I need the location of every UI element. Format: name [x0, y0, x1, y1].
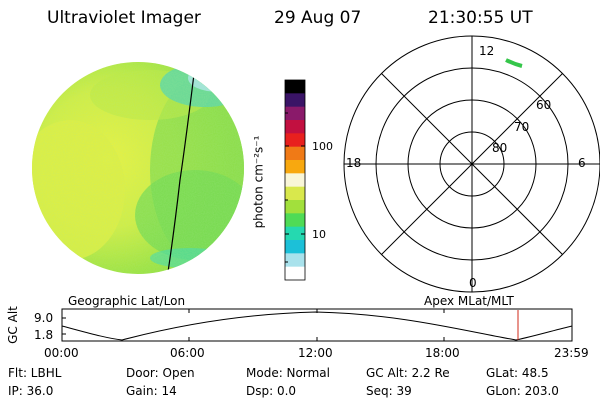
colorbar-band: [285, 266, 305, 281]
colorbar-band: [285, 240, 305, 254]
time-tick-0600: 06:00: [170, 346, 205, 360]
mode-status: Mode: Normal: [246, 366, 330, 380]
colorbar-band: [285, 160, 305, 174]
gc-alt-axis-label: GC Alt: [5, 306, 20, 344]
colorbar-band: [285, 146, 305, 161]
mlt-label-12: 12: [479, 44, 495, 58]
ip-status: IP: 36.0: [8, 384, 54, 398]
gain-status: Gain: 14: [126, 384, 177, 398]
colorbar-band: [285, 106, 305, 121]
colorbar-band: [285, 253, 305, 268]
colorbar-band: [285, 226, 305, 241]
colorbar-tick-10: 10: [312, 228, 326, 241]
colorbar-band: [285, 133, 305, 148]
filter-status: Flt: LBHL: [8, 366, 62, 380]
colorbar-unit-label: photon cm⁻²s⁻¹: [251, 135, 266, 229]
time-tick-1800: 18:00: [425, 346, 460, 360]
time-tick-2359: 23:59: [554, 346, 589, 360]
lat-label-60: 60: [536, 98, 552, 112]
y-tick-1-8: 1.8: [34, 328, 54, 342]
glat-status: GLat: 48.5: [486, 366, 549, 380]
seq-status: Seq: 39: [366, 384, 412, 398]
colorbar-tick-100: 100: [312, 140, 333, 153]
colorbar-band: [285, 80, 305, 94]
mlt-label-0: 0: [469, 276, 477, 290]
y-tick-9: 9.0: [34, 311, 54, 325]
time-tick-0000: 00:00: [44, 346, 79, 360]
mlt-label-18: 18: [346, 156, 362, 170]
lat-label-80: 80: [492, 141, 508, 155]
colorbar-band: [285, 173, 305, 188]
lat-label-70: 70: [514, 120, 530, 134]
colorbar-band: [285, 93, 305, 108]
mlt-label-6: 6: [578, 156, 586, 170]
door-status: Door: Open: [126, 366, 195, 380]
colorbar-band: [285, 200, 305, 214]
earth-disk: [32, 62, 244, 274]
instrument-title: Ultraviolet Imager: [47, 8, 201, 28]
time-tick-1200: 12:00: [298, 346, 333, 360]
colorbar-band: [285, 213, 305, 228]
gc-alt-status: GC Alt: 2.2 Re: [366, 366, 450, 380]
terminator-line: [167, 62, 197, 273]
geographic-label: Geographic Lat/Lon: [68, 294, 186, 308]
date-label: 29 Aug 07: [274, 8, 362, 28]
time-label: 21:30:55 UT: [428, 8, 533, 28]
dsp-status: Dsp: 0.0: [246, 384, 297, 398]
colorbar-band: [285, 120, 305, 134]
apex-label: Apex MLat/MLT: [424, 294, 514, 308]
glon-status: GLon: 203.0: [486, 384, 559, 398]
colorbar-band: [285, 186, 305, 201]
auroral-emission-patch: [505, 58, 523, 68]
altitude-curve: [61, 311, 573, 341]
